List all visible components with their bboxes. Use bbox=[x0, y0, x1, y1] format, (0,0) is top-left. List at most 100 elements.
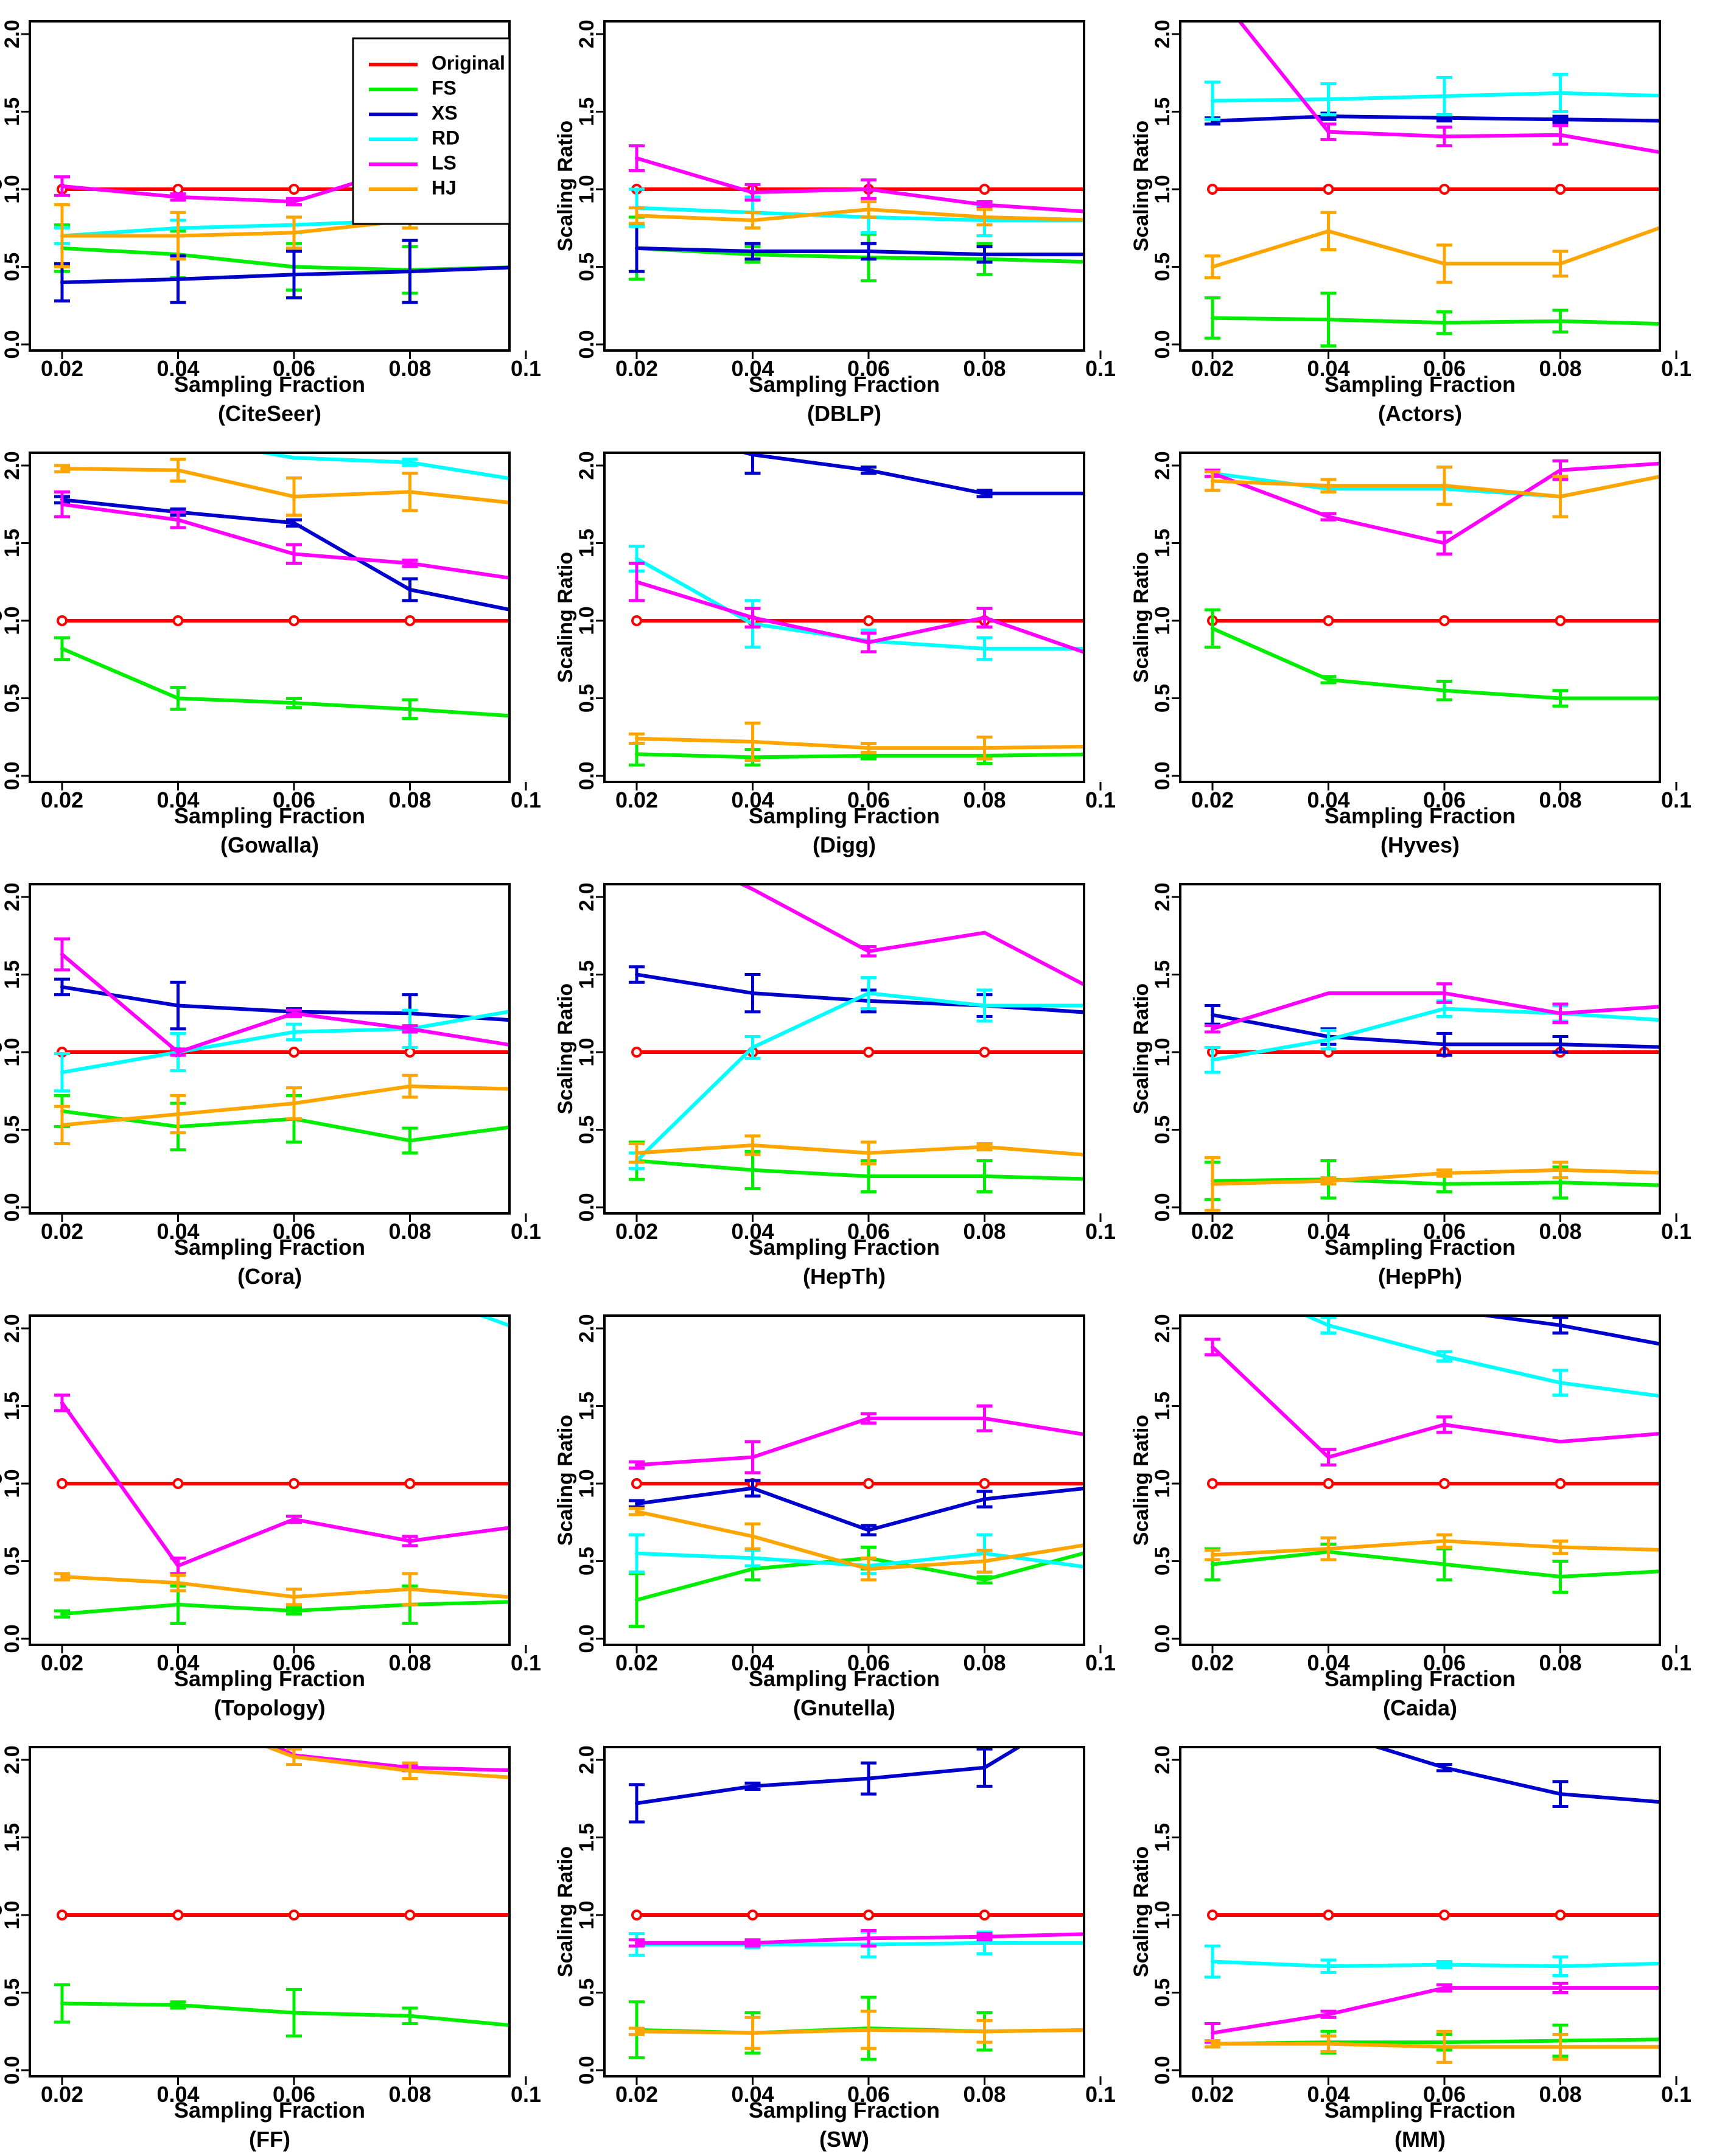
x-tick-label: 0.08 bbox=[1539, 2082, 1581, 2107]
series-point-original bbox=[522, 185, 530, 194]
chart-title: (Topology) bbox=[214, 1695, 325, 1720]
series-point-original bbox=[979, 1910, 990, 1921]
series-layer bbox=[1205, 459, 1660, 708]
x-axis-label: Sampling Fraction bbox=[174, 1666, 365, 1691]
series-layer bbox=[1205, 982, 1681, 1212]
x-tick-label: 0.02 bbox=[41, 356, 83, 381]
y-tick-label: 0.0 bbox=[1, 1624, 24, 1653]
series-line-rd bbox=[1302, 1316, 1660, 1398]
legend: Original FS XS RD LS HJ bbox=[352, 37, 511, 225]
y-tick-label: 1.5 bbox=[1151, 529, 1174, 557]
plot-frame bbox=[603, 452, 1085, 783]
y-axis-label: Scaling Ratio bbox=[1130, 1415, 1153, 1546]
chart-panel: 0.0 0.5 1.0 1.5 2.0 Scaling Ratio 0.02 0.04 0.06… bbox=[554, 19, 1116, 426]
series-line-xs bbox=[635, 1486, 1084, 1532]
x-tick-label: 0.1 bbox=[511, 1219, 541, 1244]
legend-box bbox=[352, 37, 511, 225]
series-point-original bbox=[289, 1478, 299, 1489]
x-tick-label: 0.04 bbox=[731, 356, 774, 381]
series-point-original bbox=[1096, 616, 1105, 625]
series-point-original bbox=[1439, 1478, 1450, 1489]
legend-label: Original bbox=[432, 52, 505, 74]
plot-frame bbox=[1179, 1314, 1661, 1646]
y-tick-label: 2.0 bbox=[1151, 1314, 1174, 1342]
x-tick-label: 0.08 bbox=[388, 356, 431, 381]
y-tick-label: 0.0 bbox=[575, 330, 598, 358]
x-tick-label: 0.08 bbox=[1539, 1219, 1581, 1244]
x-tick-label: 0.06 bbox=[273, 1219, 315, 1244]
x-tick-label: 0.04 bbox=[1307, 1650, 1349, 1675]
series-point-original bbox=[1672, 1048, 1681, 1056]
x-axis-label: Sampling Fraction bbox=[1324, 2098, 1516, 2123]
chart-panel: 0.0 0.5 1.0 1.5 2.0 Scaling Ratio 0.02 0.04 0.06… bbox=[1130, 1314, 1692, 1720]
x-tick-label: 0.1 bbox=[511, 356, 541, 381]
chart-title: (Actors) bbox=[1378, 401, 1462, 426]
legend-label: FS bbox=[432, 77, 457, 99]
series-point-original bbox=[289, 1910, 299, 1921]
y-tick-label: 2.0 bbox=[575, 1314, 598, 1342]
series-point-original bbox=[1096, 185, 1105, 194]
x-axis-label: Sampling Fraction bbox=[1324, 1235, 1516, 1260]
x-tick-label: 0.04 bbox=[156, 1650, 199, 1675]
series-point-original bbox=[979, 184, 990, 195]
y-tick-label: 0.0 bbox=[1, 761, 24, 790]
legend-label: RD bbox=[432, 127, 460, 148]
y-tick-label: 2.0 bbox=[575, 1745, 598, 1774]
x-tick-label: 0.06 bbox=[1423, 787, 1466, 812]
y-tick-label: 0.5 bbox=[575, 253, 598, 281]
x-tick-label: 0.04 bbox=[731, 787, 774, 812]
y-tick-label: 1.0 bbox=[1, 1469, 24, 1498]
plot-frame bbox=[29, 452, 511, 783]
chart-title: (HepTh) bbox=[803, 1264, 886, 1289]
x-tick-label: 0.08 bbox=[963, 1219, 1006, 1244]
x-tick-label: 0.02 bbox=[41, 2082, 83, 2107]
x-tick-label: 0.02 bbox=[615, 1219, 658, 1244]
series-point-original bbox=[404, 1047, 416, 1058]
plot-frame bbox=[603, 1746, 1085, 2078]
y-axis-label: Scaling Ratio bbox=[1130, 1846, 1153, 1977]
x-axis-label: Sampling Fraction bbox=[1324, 372, 1516, 397]
y-axis-label: Scaling Ratio bbox=[1130, 552, 1153, 683]
chart-title: (DBLP) bbox=[807, 401, 881, 426]
series-point-original bbox=[631, 1478, 642, 1489]
y-tick-label: 2.0 bbox=[1, 1314, 24, 1342]
x-axis-label: Sampling Fraction bbox=[749, 1235, 940, 1260]
y-tick-label: 0.5 bbox=[1151, 684, 1174, 713]
x-tick-label: 0.08 bbox=[1539, 356, 1581, 381]
x-tick-label: 0.04 bbox=[1307, 1219, 1349, 1244]
x-axis-label: Sampling Fraction bbox=[749, 1666, 940, 1691]
y-tick-label: 1.0 bbox=[575, 175, 598, 203]
series-point-original bbox=[57, 1910, 68, 1921]
series-point-original bbox=[172, 184, 184, 195]
chart-panel: 0.0 0.5 1.0 1.5 2.0 Scaling Ratio 0.02 0.04 0.06… bbox=[554, 1314, 1116, 1720]
y-tick-label: 0.5 bbox=[575, 1978, 598, 2007]
x-tick-label: 0.04 bbox=[156, 356, 199, 381]
y-tick-label: 0.0 bbox=[1151, 1193, 1174, 1221]
series-layer bbox=[54, 937, 509, 1155]
y-tick-label: 1.5 bbox=[1, 1823, 24, 1852]
series-point-original bbox=[863, 1047, 874, 1058]
x-tick-label: 0.08 bbox=[1539, 787, 1581, 812]
x-tick-label: 0.06 bbox=[1423, 1219, 1466, 1244]
y-tick-label: 2.0 bbox=[1151, 19, 1174, 48]
series-point-original bbox=[1323, 615, 1334, 626]
x-axis-label: Sampling Fraction bbox=[1324, 1666, 1516, 1691]
y-tick-label: 1.0 bbox=[1151, 606, 1174, 635]
x-axis-label: Sampling Fraction bbox=[174, 803, 365, 828]
series-point-original bbox=[1323, 184, 1334, 195]
x-tick-label: 0.1 bbox=[511, 2082, 541, 2107]
series-line-ls bbox=[1211, 1986, 1660, 2035]
x-axis-label: Sampling Fraction bbox=[1324, 803, 1516, 828]
series-line-ls bbox=[1211, 1345, 1660, 1459]
x-tick-label: 0.06 bbox=[847, 356, 890, 381]
series-point-original bbox=[1672, 1911, 1681, 1919]
x-tick-label: 0.04 bbox=[1307, 787, 1349, 812]
chart-panel: 0.0 0.5 1.0 1.5 2.0 Scaling Ratio 0.02 0.04 0.06… bbox=[0, 1314, 541, 1720]
y-tick-label: 1.0 bbox=[1151, 175, 1174, 203]
series-point-original bbox=[289, 184, 299, 195]
y-tick-label: 0.5 bbox=[1151, 1547, 1174, 1575]
chart-title: (CiteSeer) bbox=[218, 401, 321, 426]
series-layer bbox=[1205, 1747, 1681, 2064]
y-tick-label: 0.5 bbox=[575, 1547, 598, 1575]
series-point-original bbox=[1555, 615, 1566, 626]
